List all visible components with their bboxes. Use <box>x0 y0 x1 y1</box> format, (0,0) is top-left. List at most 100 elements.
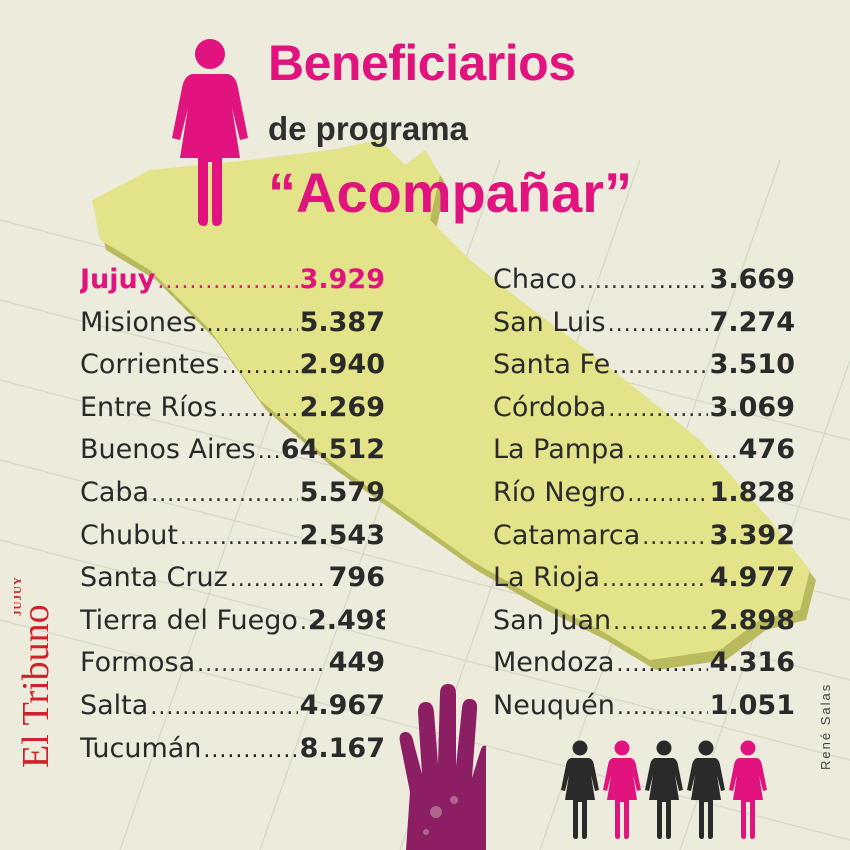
province-name: Buenos Aires <box>80 434 256 466</box>
leader-dots <box>608 312 708 337</box>
province-row: Catamarca 3.392 <box>493 520 795 563</box>
province-row: San Juan 2.898 <box>493 605 795 648</box>
title-beneficiarios: Beneficiarios <box>268 35 576 91</box>
leader-dots <box>617 695 708 720</box>
province-name: Santa Cruz <box>80 562 228 594</box>
province-value: 1.828 <box>709 476 795 508</box>
province-name: Córdoba <box>493 391 607 423</box>
province-name: Caba <box>80 476 150 508</box>
province-value: 5.579 <box>299 476 385 508</box>
province-value: 449 <box>328 647 385 679</box>
province-row: Chubut 2.543 <box>80 520 385 563</box>
province-row: Neuquén 1.051 <box>493 690 795 733</box>
leader-dots <box>222 354 298 379</box>
province-name: Salta <box>80 689 149 721</box>
province-row-jujuy: Jujuy 3.929 <box>80 264 385 307</box>
province-value: 64.512 <box>280 434 385 466</box>
province-name: La Pampa <box>493 434 625 466</box>
leader-dots <box>203 738 297 763</box>
province-name: Chubut <box>80 519 178 551</box>
province-value: 2.898 <box>709 604 795 636</box>
province-name: Catamarca <box>493 519 641 551</box>
province-row: Salta 4.967 <box>80 690 385 733</box>
woman-figure-icon <box>172 39 248 226</box>
province-value: 5.387 <box>299 306 385 338</box>
province-value: 796 <box>328 562 385 594</box>
province-name: San Juan <box>493 604 612 636</box>
province-row: Buenos Aires 64.512 <box>80 434 385 477</box>
leader-dots <box>258 439 279 464</box>
province-row: San Luis 7.274 <box>493 307 795 350</box>
province-name: Mendoza <box>493 647 615 679</box>
leader-dots <box>150 695 297 720</box>
leader-dots <box>157 269 297 294</box>
province-value: 7.274 <box>709 306 795 338</box>
province-name: La Rioja <box>493 562 600 594</box>
brand-name: El Tribuno <box>15 604 57 768</box>
province-value: 2.543 <box>299 519 385 551</box>
province-name: Misiones <box>80 306 197 338</box>
province-value: 3.392 <box>709 519 795 551</box>
province-value: 2.498 <box>307 604 385 636</box>
province-row: La Rioja 4.977 <box>493 562 795 605</box>
leader-dots <box>627 439 737 464</box>
provinces-left-list: Jujuy 3.929 Misiones 5.387 Corrientes 2.940… <box>80 264 385 775</box>
province-name: Río Negro <box>493 476 626 508</box>
province-value: 1.051 <box>709 689 795 721</box>
leader-dots <box>616 652 707 677</box>
women-group-icon <box>561 740 767 839</box>
province-name: Corrientes <box>80 349 220 381</box>
leader-dots <box>219 397 297 422</box>
province-value: 476 <box>738 434 795 466</box>
province-value: 4.967 <box>299 689 385 721</box>
province-value: 4.316 <box>709 647 795 679</box>
title-de-programa: de programa <box>268 110 468 147</box>
provinces-right-list: Chaco 3.669 San Luis 7.274 Santa Fe 3.510 C… <box>493 264 795 733</box>
leader-dots <box>642 525 707 550</box>
el-tribuno-logo: El Tribuno JUJUY <box>12 576 58 768</box>
province-name: Chaco <box>493 264 577 295</box>
province-name: Santa Fe <box>493 349 611 381</box>
province-value: 3.929 <box>299 264 385 295</box>
province-row: Mendoza 4.316 <box>493 647 795 690</box>
province-value: 3.069 <box>709 391 795 423</box>
province-row: La Pampa 476 <box>493 434 795 477</box>
province-row: Formosa 449 <box>80 647 385 690</box>
province-row: Río Negro 1.828 <box>493 477 795 520</box>
leader-dots <box>151 482 298 507</box>
province-value: 2.269 <box>299 391 385 423</box>
province-value: 3.669 <box>709 264 795 295</box>
province-row: Santa Fe 3.510 <box>493 349 795 392</box>
province-row: Tucumán 8.167 <box>80 733 385 776</box>
leader-dots <box>230 567 327 592</box>
province-value: 3.510 <box>709 349 795 381</box>
author-credit: René Salas <box>818 682 833 770</box>
province-value: 4.977 <box>709 562 795 594</box>
province-name: Formosa <box>80 647 196 679</box>
province-row: Chaco 3.669 <box>493 264 795 307</box>
province-row: Tierra del Fuego 2.498 <box>80 605 385 648</box>
leader-dots <box>300 610 306 635</box>
leader-dots <box>197 652 326 677</box>
province-name: Entre Ríos <box>80 391 218 423</box>
province-name: Tierra del Fuego <box>80 604 298 636</box>
province-name: Jujuy <box>80 264 156 295</box>
province-row: Caba 5.579 <box>80 477 385 520</box>
province-name: Tucumán <box>80 732 202 764</box>
leader-dots <box>602 567 708 592</box>
leader-dots <box>613 610 707 635</box>
leader-dots <box>608 397 707 422</box>
brand-edition: JUJUY <box>12 576 24 616</box>
purple-hand-print-icon <box>399 684 486 850</box>
province-row: Entre Ríos 2.269 <box>80 392 385 435</box>
title-acompanar: “Acompañar” <box>268 161 633 224</box>
province-row: Córdoba 3.069 <box>493 392 795 435</box>
leader-dots <box>579 269 708 294</box>
leader-dots <box>612 354 707 379</box>
leader-dots <box>199 312 298 337</box>
province-value: 2.940 <box>299 349 385 381</box>
leader-dots <box>180 525 298 550</box>
province-row: Santa Cruz 796 <box>80 562 385 605</box>
province-name: Neuquén <box>493 689 615 721</box>
province-value: 8.167 <box>299 732 385 764</box>
